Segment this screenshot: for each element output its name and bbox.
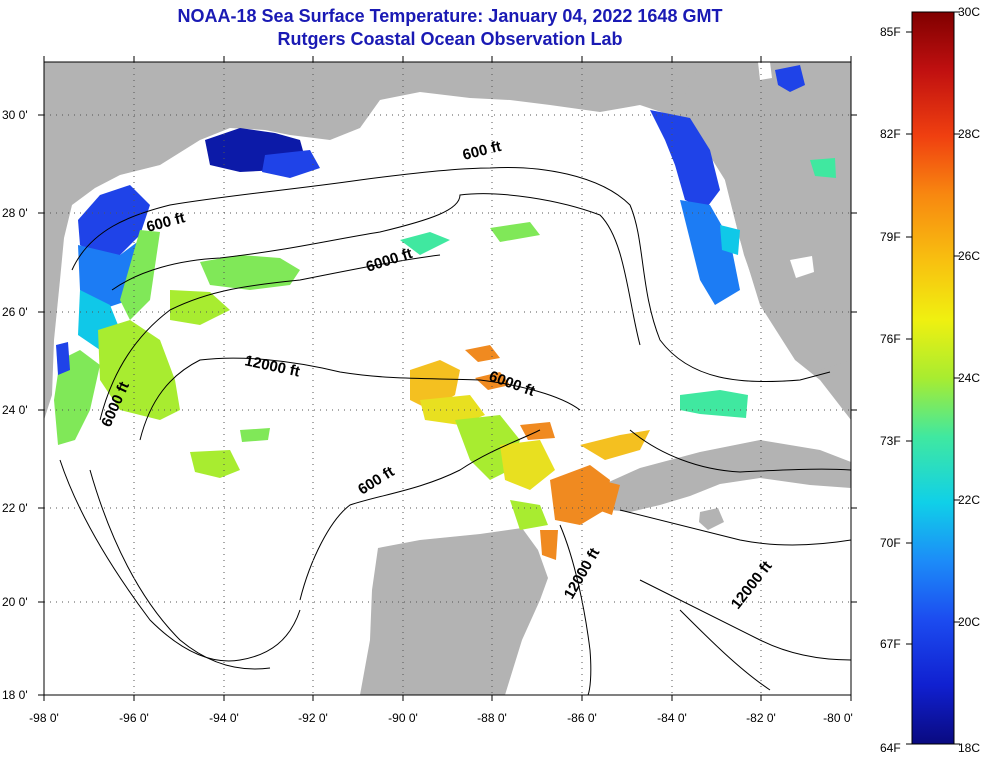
colorbar-label-c: 22C	[958, 493, 980, 507]
sst-patches	[54, 65, 836, 560]
lat-label: 28 0'	[2, 206, 28, 220]
colorbar-label-f: 67F	[880, 637, 901, 651]
colorbar-label-c: 30C	[958, 5, 980, 19]
map-frame	[43, 61, 852, 696]
lon-label: -96 0'	[119, 711, 149, 725]
colorbar-gradient	[911, 11, 955, 745]
lat-label: 22 0'	[2, 501, 28, 515]
colorbar-label-c: 28C	[958, 127, 980, 141]
depth-contours	[59, 167, 851, 695]
lon-label: -90 0'	[388, 711, 418, 725]
grid-lines	[44, 62, 851, 695]
colorbar-label-f: 85F	[880, 25, 901, 39]
colorbar-label-c: 20C	[958, 615, 980, 629]
yucatan	[360, 528, 548, 695]
colorbar-label-f: 79F	[880, 230, 901, 244]
colorbar-label-c: 24C	[958, 371, 980, 385]
lon-label: -94 0'	[209, 711, 239, 725]
lon-label: -86 0'	[567, 711, 597, 725]
isla-juventud	[699, 508, 724, 530]
lat-label: 24 0'	[2, 403, 28, 417]
lat-label: 26 0'	[2, 305, 28, 319]
colorbar-label-f: 82F	[880, 127, 901, 141]
axis-ticks	[38, 56, 857, 701]
colorbar: 85F 82F 79F 76F 73F 70F 67F 64F 30C 28C …	[880, 5, 980, 755]
lat-label: 18 0'	[2, 688, 28, 702]
lon-label: -82 0'	[746, 711, 776, 725]
colorbar-label-c: 18C	[958, 741, 980, 755]
title-line-1: NOAA-18 Sea Surface Temperature: January…	[177, 6, 723, 26]
lon-label: -98 0'	[29, 711, 59, 725]
colorbar-label-f: 64F	[880, 741, 901, 755]
lon-label: -92 0'	[298, 711, 328, 725]
lon-label: -80 0'	[823, 711, 853, 725]
caribbean-water	[560, 460, 851, 695]
colorbar-label-f: 73F	[880, 434, 901, 448]
colorbar-label-f: 76F	[880, 332, 901, 346]
cuba	[600, 440, 851, 512]
map-area: 600 ft 6000 ft 600 ft 12000 ft 6000 ft 6…	[44, 62, 851, 695]
florida	[680, 62, 851, 370]
lon-label: -88 0'	[477, 711, 507, 725]
lat-label: 30 0'	[2, 108, 28, 122]
colorbar-label-f: 70F	[880, 536, 901, 550]
lat-label: 20 0'	[2, 595, 28, 609]
lon-label: -84 0'	[657, 711, 687, 725]
title-line-2: Rutgers Coastal Ocean Observation Lab	[277, 29, 623, 49]
colorbar-label-c: 26C	[958, 249, 980, 263]
colorbar-ticks	[906, 11, 960, 745]
